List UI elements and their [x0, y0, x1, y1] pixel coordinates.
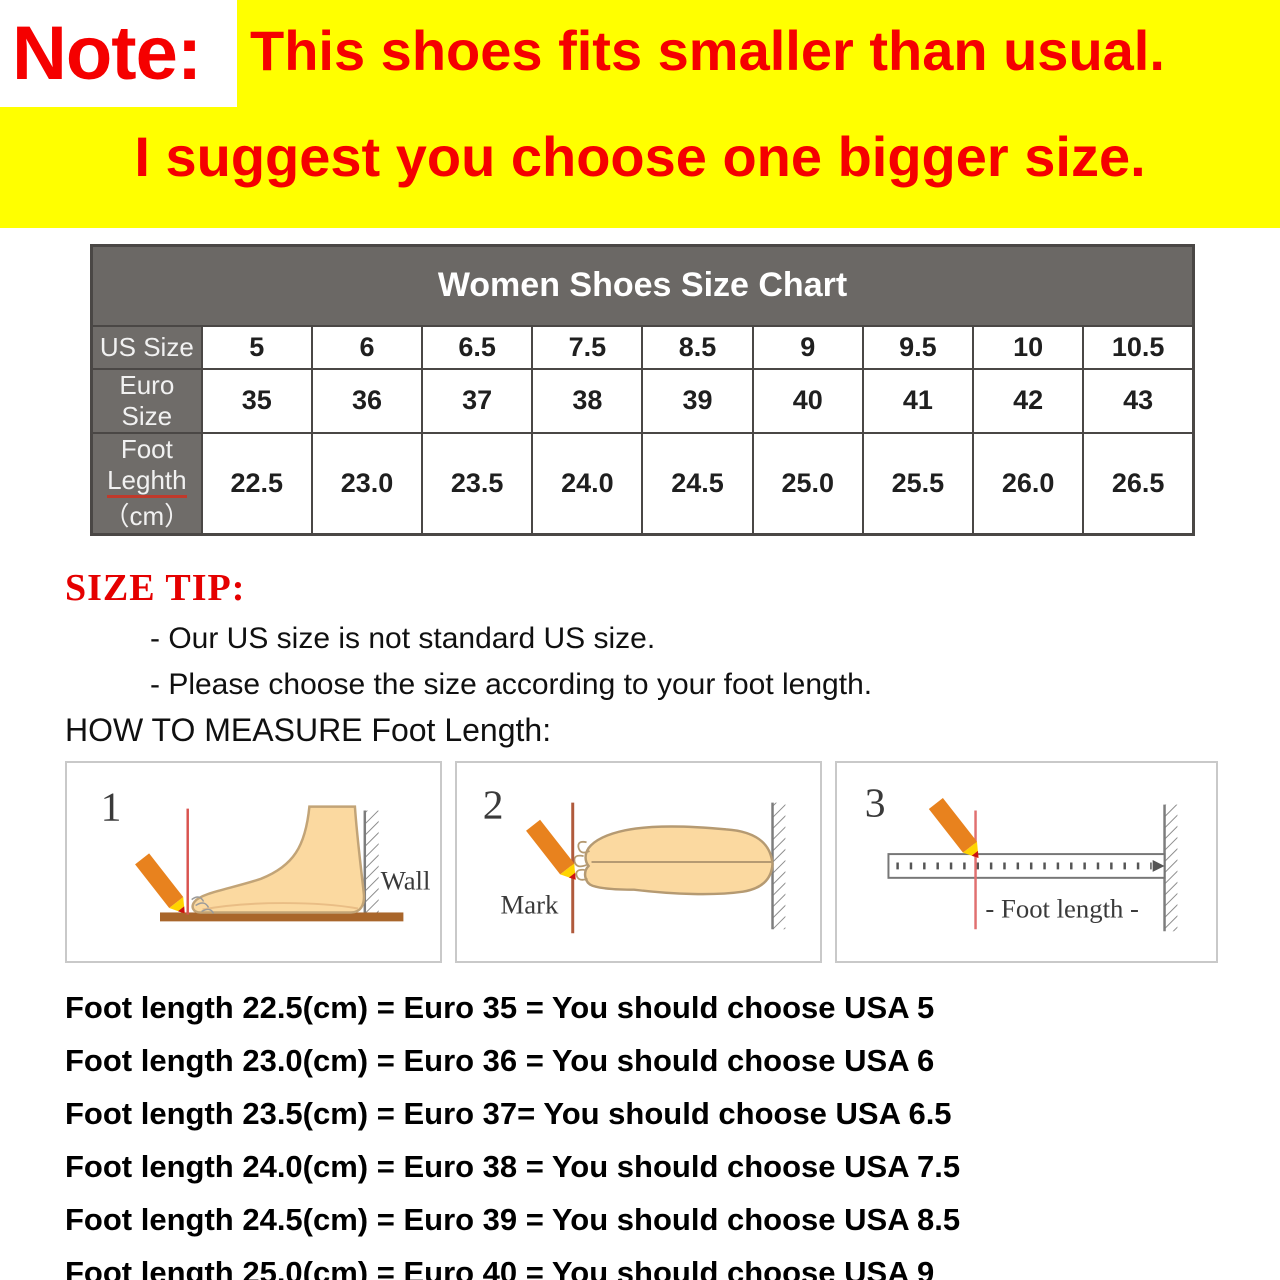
foot-profile [191, 804, 366, 914]
euro-size-cell: 36 [310, 367, 424, 434]
us-size-cell: 9.5 [861, 324, 975, 370]
foot-length-cell: 23.0 [310, 431, 424, 535]
table-title: Women Shoes Size Chart [90, 244, 1195, 327]
banner-line-1: This shoes fits smaller than usual. [250, 19, 1165, 82]
foot-label-pre: Foot [120, 433, 173, 464]
table-title-row: Women Shoes Size Chart [90, 244, 1195, 327]
conversion-line: Foot length 24.5(cm) = Euro 39 = You sho… [65, 1201, 961, 1237]
euro-size-cell: 41 [861, 367, 975, 434]
foot-label-post: （cm） [103, 500, 191, 531]
measure-step-3-illustration: 3 - Foot length - [865, 779, 1178, 931]
measure-step-1-illustration: 1 Wall [101, 783, 431, 921]
floor-bar [160, 911, 404, 921]
euro-size-cell: 40 [751, 367, 864, 434]
step-1-number: 1 [101, 783, 122, 829]
wall-hatch [772, 802, 786, 929]
foot-length-cell: 24.0 [531, 431, 644, 535]
us-size-cell: 6.5 [421, 324, 534, 370]
size-tip-bullet-2: - Please choose the size according to yo… [150, 667, 873, 701]
conversion-line: Foot length 23.0(cm) = Euro 36 = You sho… [65, 1042, 935, 1078]
note-label: Note: [12, 11, 202, 96]
ruler-arrow [1152, 859, 1165, 872]
toe-scribble [191, 895, 215, 914]
size-tip-heading: SIZE TIP: [65, 566, 246, 609]
euro-size-cell: 37 [421, 367, 534, 434]
foot-sole-line [202, 901, 359, 910]
pencil-icon [526, 819, 576, 880]
measure-step-3: 3 - Foot length - [835, 760, 1218, 963]
table-row-foot-length: Foot Leghth（cm） 22.5 23.0 23.5 24.0 24.5… [90, 431, 1195, 535]
wall-hatch [364, 810, 379, 917]
foot-length-cell: 23.5 [421, 431, 534, 535]
step-2-number: 2 [483, 781, 504, 827]
measure-step-1: 1 Wall [65, 760, 442, 963]
conversion-list: Foot length 22.5(cm) = Euro 35 = You sho… [65, 981, 1280, 1280]
euro-size-cell: 42 [971, 367, 1085, 434]
us-size-cell: 8.5 [641, 324, 754, 370]
foot-length-cell: 25.5 [861, 431, 975, 535]
footprint [583, 824, 774, 895]
size-chart-section: Women Shoes Size Chart US Size 5 6 6.5 7… [90, 244, 1195, 536]
note-banner: Note: This shoes fits smaller than usual… [0, 0, 1280, 228]
how-to-measure-heading: HOW TO MEASURE Foot Length: [65, 711, 552, 748]
us-size-cell: 5 [200, 324, 313, 370]
note-label-box: Note: [0, 0, 237, 107]
us-size-cell: 6 [310, 324, 424, 370]
us-size-cell: 7.5 [531, 324, 644, 370]
table-row-euro-size: Euro Size 35 36 37 38 39 40 41 42 43 [90, 367, 1195, 434]
mark-label: Mark [501, 889, 559, 919]
conversion-line: Foot length 25.0(cm) = Euro 40 = You sho… [65, 1254, 935, 1280]
pencil-icon [135, 852, 185, 913]
foot-length-label: - Foot length - [985, 893, 1139, 923]
euro-size-cell: 35 [200, 367, 313, 434]
euro-size-cell: 39 [641, 367, 754, 434]
toe-bumps [573, 840, 590, 881]
us-size-cell: 10.5 [1082, 324, 1195, 370]
row-label-us-size: US Size [90, 324, 203, 370]
us-size-cell: 10 [971, 324, 1085, 370]
foot-length-cell: 26.5 [1082, 431, 1195, 535]
conversion-line: Foot length 23.5(cm) = Euro 37= You shou… [65, 1095, 952, 1131]
size-tip-section: SIZE TIP: - Our US size is not standard … [65, 566, 1280, 749]
euro-size-cell: 43 [1082, 367, 1195, 434]
foot-length-cell: 22.5 [200, 431, 313, 535]
foot-length-cell: 25.0 [751, 431, 864, 535]
pencil-icon [928, 797, 979, 858]
size-tip-bullet-1: - Our US size is not standard US size. [150, 621, 656, 655]
table-row-us-size: US Size 5 6 6.5 7.5 8.5 9 9.5 10 10.5 [90, 324, 1195, 370]
foot-length-cell: 24.5 [641, 431, 754, 535]
size-chart-table: Women Shoes Size Chart US Size 5 6 6.5 7… [90, 244, 1195, 536]
wall-hatch [1164, 804, 1178, 931]
step-3-number: 3 [865, 779, 886, 825]
banner-line-2: I suggest you choose one bigger size. [134, 125, 1146, 188]
foot-label-misspelled: Leghth [107, 464, 187, 498]
foot-length-cell: 26.0 [971, 431, 1085, 535]
conversion-line: Foot length 22.5(cm) = Euro 35 = You sho… [65, 989, 935, 1025]
measure-step-2: 2 Mark [455, 760, 822, 963]
conversion-line: Foot length 24.0(cm) = Euro 38 = You sho… [65, 1148, 961, 1184]
euro-size-cell: 38 [531, 367, 644, 434]
wall-label: Wall [381, 865, 431, 895]
row-label-foot-length: Foot Leghth（cm） [90, 431, 203, 535]
ruler [887, 852, 1166, 879]
measure-step-2-illustration: 2 Mark [483, 781, 786, 933]
measure-steps-row: 1 Wall [65, 760, 1218, 963]
row-label-euro-size: Euro Size [90, 367, 203, 434]
us-size-cell: 9 [751, 324, 864, 370]
